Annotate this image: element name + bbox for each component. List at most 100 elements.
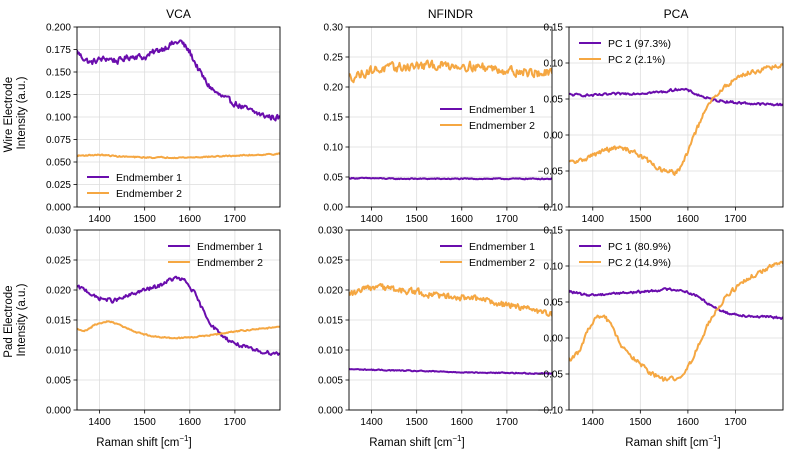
x-tick-label: 1600 bbox=[179, 214, 202, 225]
series-line-1 bbox=[77, 275, 280, 356]
y-tick-label: 0.125 bbox=[46, 90, 71, 101]
x-tick-label: 1400 bbox=[360, 214, 383, 225]
x-tick-label: 1700 bbox=[496, 417, 519, 428]
legend: Endmember 1 Endmember 2 bbox=[440, 104, 535, 132]
x-tick-label: 1400 bbox=[88, 417, 111, 428]
panel-title: VCA bbox=[166, 7, 191, 21]
x-tick-label: 1400 bbox=[582, 417, 605, 428]
y-tick-label: 0.25 bbox=[324, 53, 344, 64]
series-line-1 bbox=[349, 176, 552, 181]
y-tick-label: 0.050 bbox=[46, 158, 71, 169]
x-tick-label: 1500 bbox=[134, 417, 157, 428]
x-tick-label: 1500 bbox=[629, 417, 652, 428]
y-tick-label: 0.15 bbox=[544, 226, 564, 237]
x-tick-label: 1600 bbox=[451, 417, 474, 428]
legend: Endmember 1 Endmember 2 bbox=[440, 241, 535, 269]
y-tick-label: 0.025 bbox=[46, 180, 71, 191]
y-tick-label: 0.020 bbox=[318, 286, 343, 297]
y-tick-label: 0.005 bbox=[46, 376, 71, 387]
y-tick-label: 0.025 bbox=[46, 256, 71, 267]
y-tick-label: 0.175 bbox=[46, 45, 71, 56]
row-label-pad: Pad Electrode Intensity (a.u.) bbox=[3, 282, 28, 357]
x-tick-label: 1700 bbox=[224, 417, 247, 428]
x-tick-label: 1600 bbox=[677, 214, 700, 225]
legend-label: Endmember 2 bbox=[469, 257, 535, 269]
axes-frame bbox=[76, 229, 281, 411]
y-tick-label: 0.020 bbox=[46, 286, 71, 297]
series-line-2 bbox=[349, 282, 552, 317]
axes-frame bbox=[348, 229, 553, 411]
y-tick-label: 0.00 bbox=[544, 334, 564, 345]
series-line-1 bbox=[569, 87, 783, 107]
y-tick-label: 0.30 bbox=[324, 23, 344, 34]
y-tick-label: −0.10 bbox=[538, 406, 564, 417]
x-axis-label-col2: Raman shift [cm−1] bbox=[369, 434, 464, 449]
x-tick-label: 1700 bbox=[496, 214, 519, 225]
y-tick-label: 0.000 bbox=[318, 406, 343, 417]
legend-label: PC 1 (97.3%) bbox=[608, 38, 671, 50]
series-line-2 bbox=[77, 152, 280, 160]
legend-label: Endmember 2 bbox=[197, 257, 263, 269]
y-tick-label: 0.150 bbox=[46, 68, 71, 79]
legend: Endmember 1 Endmember 2 bbox=[87, 172, 182, 200]
y-tick-label: 0.05 bbox=[324, 173, 344, 184]
legend-label: Endmember 1 bbox=[469, 241, 535, 253]
y-tick-label: 0.025 bbox=[318, 256, 343, 267]
x-tick-label: 1400 bbox=[360, 417, 383, 428]
x-tick-label: 1700 bbox=[724, 214, 747, 225]
x-axis-label-col1: Raman shift [cm−1] bbox=[96, 434, 191, 449]
y-tick-label: −0.05 bbox=[538, 167, 564, 178]
legend-label: Endmember 1 bbox=[469, 104, 535, 116]
axes-frame bbox=[76, 26, 281, 208]
y-tick-label: 0.10 bbox=[544, 59, 564, 70]
x-tick-label: 1400 bbox=[582, 214, 605, 225]
series-line-2 bbox=[569, 63, 783, 176]
legend: PC 1 (80.9%) PC 2 (14.9%) bbox=[579, 241, 671, 269]
x-tick-label: 1500 bbox=[406, 417, 429, 428]
panel-pad-pca: 1400 1500 1600 1700 −0.10 −0.05 0.00 0.05 0.10 0.… bbox=[538, 226, 784, 428]
legend-label: Endmember 2 bbox=[116, 188, 182, 200]
y-tick-label: 0.00 bbox=[324, 203, 344, 214]
legend-label: Endmember 2 bbox=[469, 120, 535, 132]
y-tick-label: 0.030 bbox=[318, 226, 343, 237]
y-tick-label: −0.05 bbox=[538, 370, 564, 381]
x-tick-label: 1600 bbox=[677, 417, 700, 428]
panel-pad-vca: 1400 1500 1600 1700 0.000 0.005 0.010 0.015 0.02… bbox=[46, 226, 281, 428]
row-label-wire: Wire Electrode Intensity (a.u.) bbox=[3, 74, 28, 153]
axes-frame bbox=[348, 26, 553, 208]
panel-pad-nfindr: 1400 1500 1600 1700 0.000 0.005 0.010 0.015 0.02… bbox=[318, 226, 553, 428]
panel-wire-pca: 1400 1500 1600 1700 −0.10 −0.05 0.00 0.05 0.10 0.… bbox=[538, 7, 784, 225]
y-tick-label: 0.015 bbox=[46, 316, 71, 327]
legend-label: PC 2 (14.9%) bbox=[608, 257, 671, 269]
y-tick-label: 0.15 bbox=[324, 113, 344, 124]
legend-label: PC 1 (80.9%) bbox=[608, 241, 671, 253]
series-line-2 bbox=[569, 260, 783, 382]
panel-wire-nfindr: 1400 1500 1600 1700 0.00 0.05 0.10 0.15 0.20 0.25… bbox=[324, 7, 553, 225]
x-tick-label: 1600 bbox=[179, 417, 202, 428]
x-tick-label: 1400 bbox=[88, 214, 111, 225]
legend: Endmember 1 Endmember 2 bbox=[168, 241, 263, 269]
x-tick-label: 1700 bbox=[724, 417, 747, 428]
x-axis-label-col3: Raman shift [cm−1] bbox=[625, 434, 720, 449]
axes-frame bbox=[568, 229, 784, 411]
y-tick-label: 0.015 bbox=[318, 316, 343, 327]
y-tick-label: 0.10 bbox=[324, 143, 344, 154]
series-line-2 bbox=[349, 59, 552, 84]
x-tick-label: 1500 bbox=[406, 214, 429, 225]
x-tick-label: 1600 bbox=[451, 214, 474, 225]
y-tick-label: 0.000 bbox=[46, 406, 71, 417]
legend-label: Endmember 1 bbox=[197, 241, 263, 253]
y-tick-label: 0.030 bbox=[46, 226, 71, 237]
panel-title: NFINDR bbox=[428, 7, 474, 21]
axes-frame bbox=[568, 26, 784, 208]
series-line-2 bbox=[77, 320, 280, 340]
y-tick-label: 0.10 bbox=[544, 262, 564, 273]
y-tick-label: −0.10 bbox=[538, 203, 564, 214]
panel-wire-vca: 1400 1500 1600 1700 0.000 0.025 0.050 0.075 0.10… bbox=[46, 7, 281, 225]
y-tick-label: 0.05 bbox=[544, 298, 564, 309]
y-tick-label: 0.000 bbox=[46, 203, 71, 214]
y-tick-label: 0.200 bbox=[46, 23, 71, 34]
y-tick-label: 0.100 bbox=[46, 113, 71, 124]
y-tick-label: 0.20 bbox=[324, 83, 344, 94]
